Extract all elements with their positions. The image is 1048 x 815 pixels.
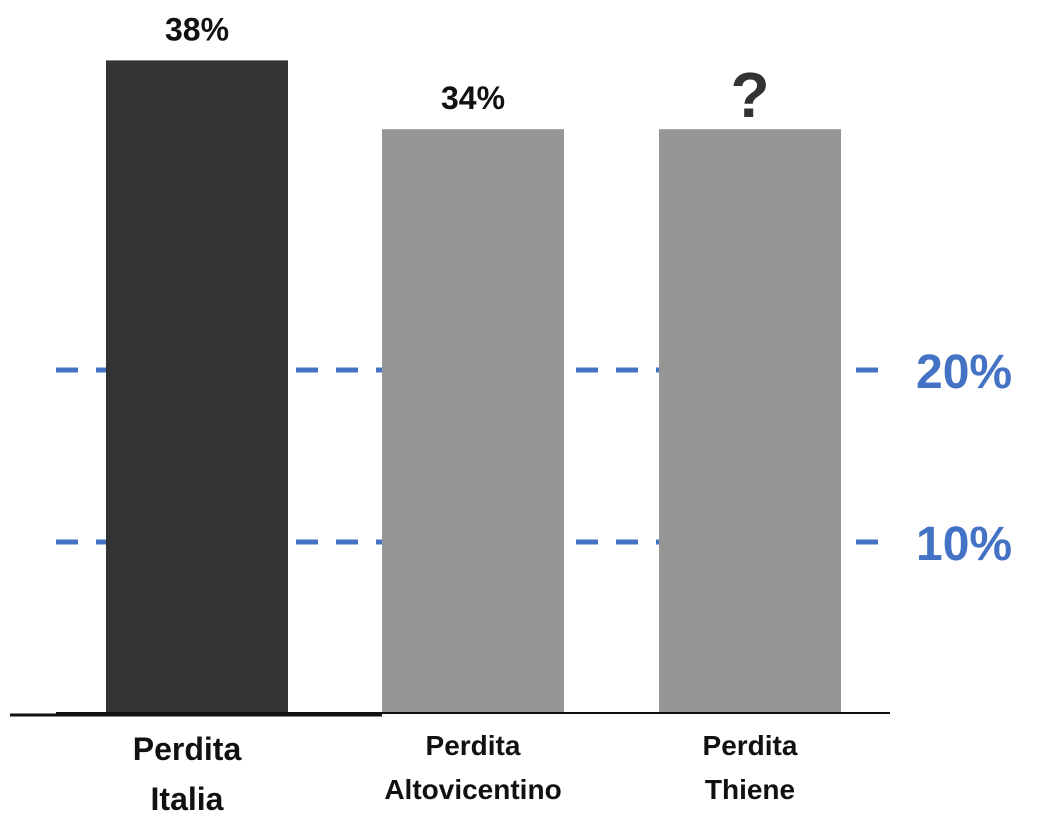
x-axis [10, 712, 890, 717]
category-label-1-line-0: Perdita [426, 730, 521, 761]
bar-value-labels: 38% 34%? [165, 11, 770, 131]
category-label-0-line-0: Perdita [133, 731, 242, 767]
category-label-2-line-0: Perdita [703, 730, 798, 761]
bars [106, 60, 841, 714]
reference-line-label-10: 10% [916, 518, 1012, 571]
category-label-0-line-1: Italia [151, 781, 224, 815]
bar-value-label-0: 38% [165, 11, 229, 47]
bar-value-label-1: 34% [441, 80, 505, 116]
reference-line-label-20: 20% [916, 346, 1012, 399]
bar-2 [659, 129, 841, 714]
bar-1 [382, 129, 564, 714]
category-label-1-line-1: Altovicentino [384, 774, 561, 805]
bar-0 [106, 60, 288, 714]
category-labels: Perdita Italia Perdita Altovicentino Perdita… [133, 730, 798, 815]
bar-value-label-2: ? [730, 59, 769, 131]
category-label-2-line-1: Thiene [705, 774, 795, 805]
